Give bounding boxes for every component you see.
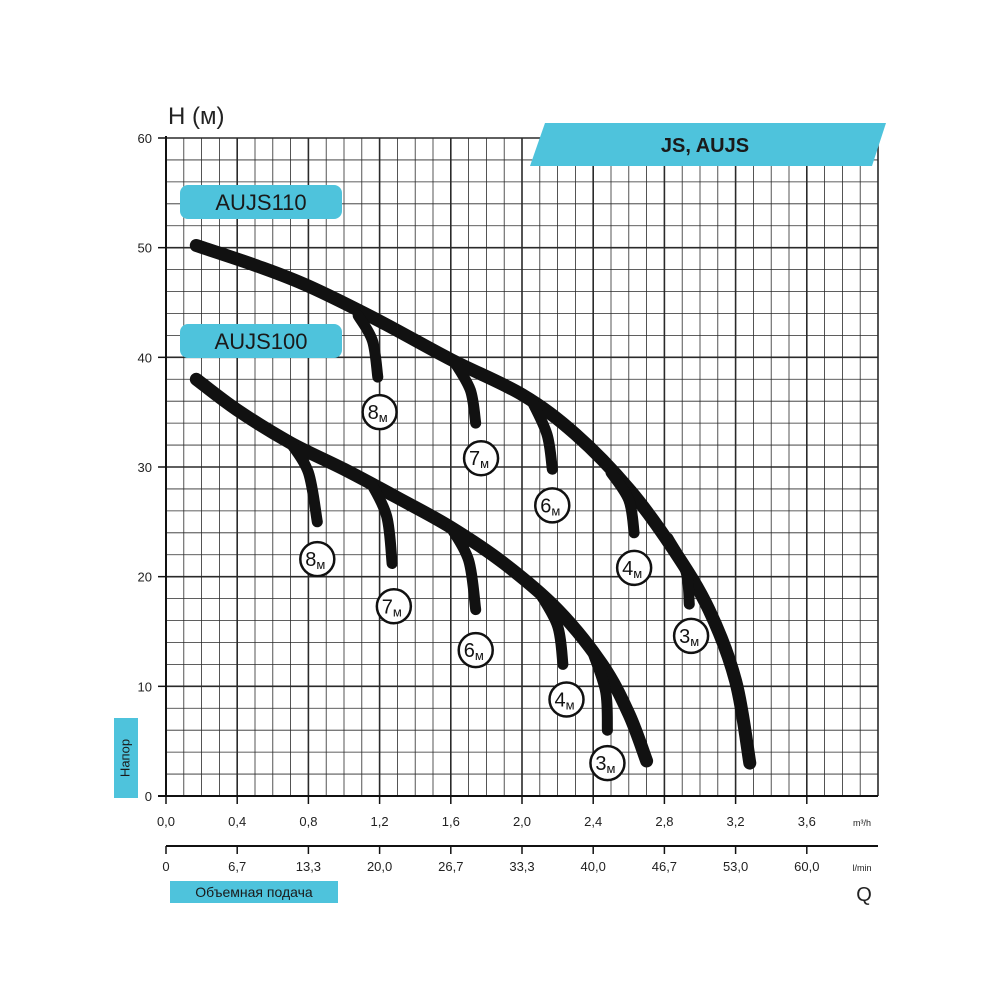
depth-value: 6 bbox=[464, 640, 475, 662]
depth-label: 6м bbox=[464, 640, 484, 663]
depth-marker-aujs110-3m bbox=[672, 617, 710, 655]
depth-marker-aujs100-6m bbox=[457, 631, 494, 669]
depth-unit: м bbox=[690, 634, 699, 649]
depth-unit: м bbox=[566, 697, 575, 712]
y-tick-label: 30 bbox=[138, 460, 152, 475]
depth-unit: м bbox=[379, 410, 388, 425]
x-tick-label-m3h: 2,4 bbox=[584, 814, 602, 829]
depth-unit: м bbox=[393, 604, 402, 619]
banner-shape bbox=[530, 123, 886, 166]
depth-label: 4м bbox=[622, 558, 642, 581]
x-tick-label-m3h: 1,6 bbox=[442, 814, 460, 829]
depth-unit: м bbox=[607, 761, 616, 776]
depth-value: 4 bbox=[554, 689, 565, 711]
branch-aujs110-8m bbox=[352, 310, 384, 383]
depth-value: 7 bbox=[469, 448, 480, 470]
branch-aujs100-3m bbox=[587, 647, 613, 736]
series-name-aujs110: AUJS110 bbox=[215, 190, 306, 215]
grid bbox=[165, 137, 879, 797]
depth-label: 8м bbox=[368, 402, 388, 425]
x-tick-label-m3h: 2,8 bbox=[655, 814, 673, 829]
x-tick-label-lmin: 46,7 bbox=[652, 859, 677, 874]
curve-aujs110 bbox=[189, 239, 757, 770]
x-tick-label-m3h: 3,2 bbox=[727, 814, 745, 829]
x-tick-label-lmin: 13,3 bbox=[296, 859, 321, 874]
depth-label: 4м bbox=[554, 689, 574, 712]
series-badge-aujs110 bbox=[180, 185, 342, 219]
head-label-box bbox=[114, 718, 138, 798]
branch-aujs100-7m bbox=[365, 476, 398, 569]
depth-label: 3м bbox=[679, 626, 699, 649]
branch-aujs110-4m bbox=[605, 467, 640, 539]
y-tick-label: 60 bbox=[138, 131, 152, 146]
x-tick-label-m3h: 1,2 bbox=[371, 814, 389, 829]
depth-marker-aujs110-7m bbox=[462, 439, 500, 477]
axes bbox=[158, 136, 878, 854]
depth-value: 7 bbox=[382, 596, 393, 618]
x-tick-label-lmin: 60,0 bbox=[794, 859, 819, 874]
flow-bottom-label: Объемная подача bbox=[195, 884, 313, 900]
depth-label: 7м bbox=[382, 596, 402, 619]
depth-label: 6м bbox=[540, 495, 560, 518]
depth-value: 6 bbox=[540, 495, 551, 517]
x-tick-label-lmin: 53,0 bbox=[723, 859, 748, 874]
depth-marker-aujs110-6m bbox=[534, 487, 571, 524]
branch-aujs110-7m bbox=[448, 356, 482, 429]
y-tick-label: 40 bbox=[138, 350, 152, 365]
head-side-label: Напор bbox=[117, 739, 132, 777]
y-tick-label: 50 bbox=[138, 241, 152, 256]
y-axis-title: H (м) bbox=[168, 103, 224, 130]
depth-value: 8 bbox=[368, 402, 379, 424]
depth-unit: м bbox=[633, 566, 642, 581]
branch-aujs100-8m bbox=[285, 437, 323, 528]
depth-marker-aujs100-4m bbox=[548, 681, 585, 718]
series-name-aujs100: AUJS100 bbox=[215, 329, 308, 354]
x-tick-label-lmin: 0 bbox=[162, 859, 169, 874]
depth-marker-aujs110-8m bbox=[361, 393, 398, 431]
depth-unit: м bbox=[551, 503, 560, 518]
x-tick-label-m3h: 3,6 bbox=[798, 814, 816, 829]
depth-value: 4 bbox=[622, 558, 633, 580]
depth-unit: м bbox=[316, 557, 325, 572]
depth-value: 3 bbox=[595, 753, 606, 775]
depth-value: 8 bbox=[305, 549, 316, 571]
branch-aujs110-6m bbox=[525, 393, 558, 475]
depth-marker-aujs110-4m bbox=[615, 549, 653, 587]
x-tick-label-m3h: 2,0 bbox=[513, 814, 531, 829]
depth-marker-aujs100-7m bbox=[375, 588, 413, 625]
x-tick-label-m3h: 0,0 bbox=[157, 814, 175, 829]
depth-label: 3м bbox=[595, 753, 615, 776]
x-tick-label-m3h: 0,4 bbox=[228, 814, 246, 829]
x-tick-label-lmin: 26,7 bbox=[438, 859, 463, 874]
y-tick-label: 20 bbox=[138, 570, 152, 585]
depth-value: 3 bbox=[679, 626, 690, 648]
x-tick-label-lmin: 6,7 bbox=[228, 859, 246, 874]
curves bbox=[189, 239, 757, 770]
flow-label-box bbox=[170, 881, 338, 903]
series-badge-aujs100 bbox=[180, 324, 342, 358]
branch-aujs110-3m bbox=[662, 532, 695, 610]
depth-label: 8м bbox=[305, 549, 325, 572]
y-tick-label: 10 bbox=[138, 679, 152, 694]
x-tick-label-lmin: 40,0 bbox=[581, 859, 606, 874]
banner-title: JS, AUJS bbox=[661, 135, 749, 157]
depth-marker-aujs100-8m bbox=[299, 540, 336, 578]
branch-aujs100-4m bbox=[534, 587, 569, 670]
branch-aujs100-6m bbox=[445, 521, 482, 616]
depth-label: 7м bbox=[469, 448, 489, 471]
y-tick-label: 0 bbox=[145, 789, 152, 804]
depth-marker-aujs100-3m bbox=[589, 744, 626, 782]
x-tick-label-m3h: 0,8 bbox=[299, 814, 317, 829]
depth-unit: м bbox=[480, 456, 489, 471]
x-unit-m3h: m³/h bbox=[853, 818, 871, 828]
x-tick-label-lmin: 33,3 bbox=[509, 859, 534, 874]
x-unit-lmin: l/min bbox=[852, 863, 871, 873]
q-axis-label: Q bbox=[856, 884, 872, 906]
x-tick-label-lmin: 20,0 bbox=[367, 859, 392, 874]
depth-unit: м bbox=[475, 648, 484, 663]
